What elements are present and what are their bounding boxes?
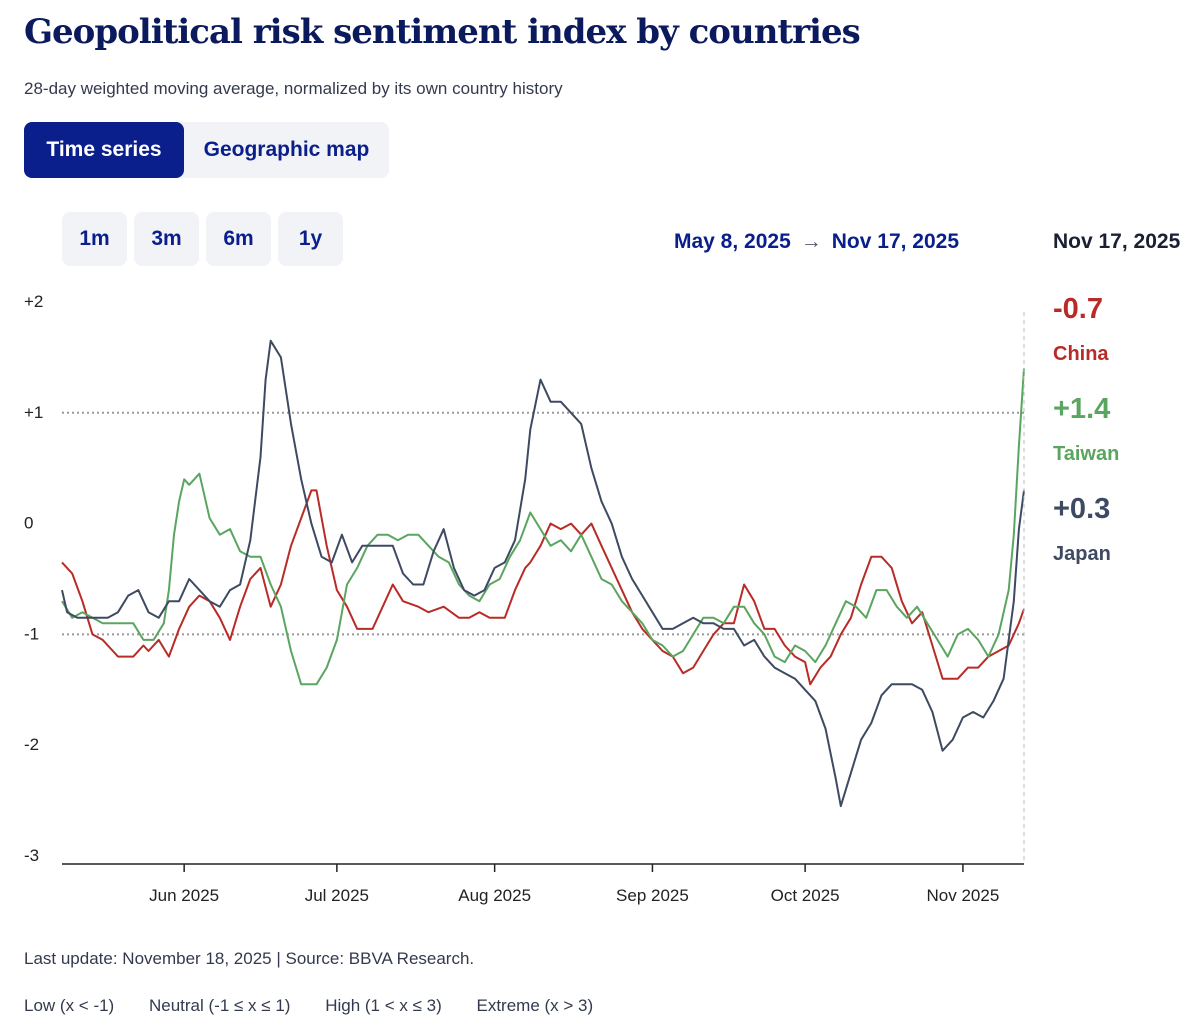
footer-source: Last update: November 18, 2025 | Source:… <box>24 949 475 968</box>
risk-level-high: High (1 < x ≤ 3) <box>325 996 442 1015</box>
series-lines <box>61 339 1025 808</box>
date-range-start: May 8, 2025 <box>674 230 791 253</box>
legend-name-taiwan: Taiwan <box>1053 443 1120 465</box>
risk-level-extreme: Extreme (x > 3) <box>476 996 594 1015</box>
subtitle: 28-day weighted moving average, normaliz… <box>24 79 563 98</box>
y-tick-label: -3 <box>24 846 39 865</box>
date-range: May 8, 2025 → Nov 17, 2025 <box>674 230 959 254</box>
tab-time-series[interactable]: Time series <box>24 122 184 178</box>
series-line-taiwan <box>61 368 1025 686</box>
y-tick-label: -2 <box>24 735 39 754</box>
current-date: Nov 17, 2025 <box>1053 230 1181 253</box>
tab-geographic-map[interactable]: Geographic map <box>184 122 389 178</box>
risk-level-neutral: Neutral (-1 ≤ x ≤ 1) <box>148 996 291 1015</box>
range-3m-button[interactable]: 3m <box>134 212 199 266</box>
line-chart: +2 +1 0 -1 -2 -3 Jun 2025 Jul 2025 Aug 2025 Sep … <box>24 292 1025 905</box>
range-6m-button[interactable]: 6m <box>206 212 271 266</box>
x-tick-label: Sep 2025 <box>616 886 689 905</box>
arrow-right-icon: → <box>800 230 822 253</box>
legend-value-china: -0.7 <box>1053 293 1103 325</box>
legend-value-japan: +0.3 <box>1053 493 1111 525</box>
y-tick-label: -1 <box>24 624 39 643</box>
y-tick-label: 0 <box>24 514 33 533</box>
date-range-end: Nov 17, 2025 <box>831 230 960 253</box>
legend-name-japan: Japan <box>1053 543 1111 565</box>
legend-value-taiwan: +1.4 <box>1053 393 1111 425</box>
view-toggle: Time series Geographic map <box>24 122 389 178</box>
range-1m-button[interactable]: 1m <box>62 212 127 266</box>
series-line-china <box>61 489 1025 686</box>
y-axis-ticks: +2 +1 0 -1 -2 -3 <box>24 292 43 865</box>
x-tick-label: Jul 2025 <box>305 886 369 905</box>
reference-lines <box>62 411 1024 636</box>
risk-level-legend: Low (x < -1) Neutral (-1 ≤ x ≤ 1) High (… <box>24 996 623 1016</box>
x-axis: Jun 2025 Jul 2025 Aug 2025 Sep 2025 Oct 2025… <box>62 863 1024 905</box>
y-tick-label: +1 <box>24 403 43 422</box>
x-tick-label: Oct 2025 <box>771 886 840 905</box>
series-line-japan <box>61 339 1025 808</box>
x-tick-label: Aug 2025 <box>458 886 531 905</box>
x-tick-label: Nov 2025 <box>927 886 1000 905</box>
page-title: Geopolitical risk sentiment index by cou… <box>24 12 861 52</box>
risk-level-low: Low (x < -1) <box>24 996 115 1015</box>
y-tick-label: +2 <box>24 292 43 311</box>
range-1y-button[interactable]: 1y <box>278 212 343 266</box>
legend-name-china: China <box>1053 343 1109 365</box>
x-tick-label: Jun 2025 <box>149 886 219 905</box>
